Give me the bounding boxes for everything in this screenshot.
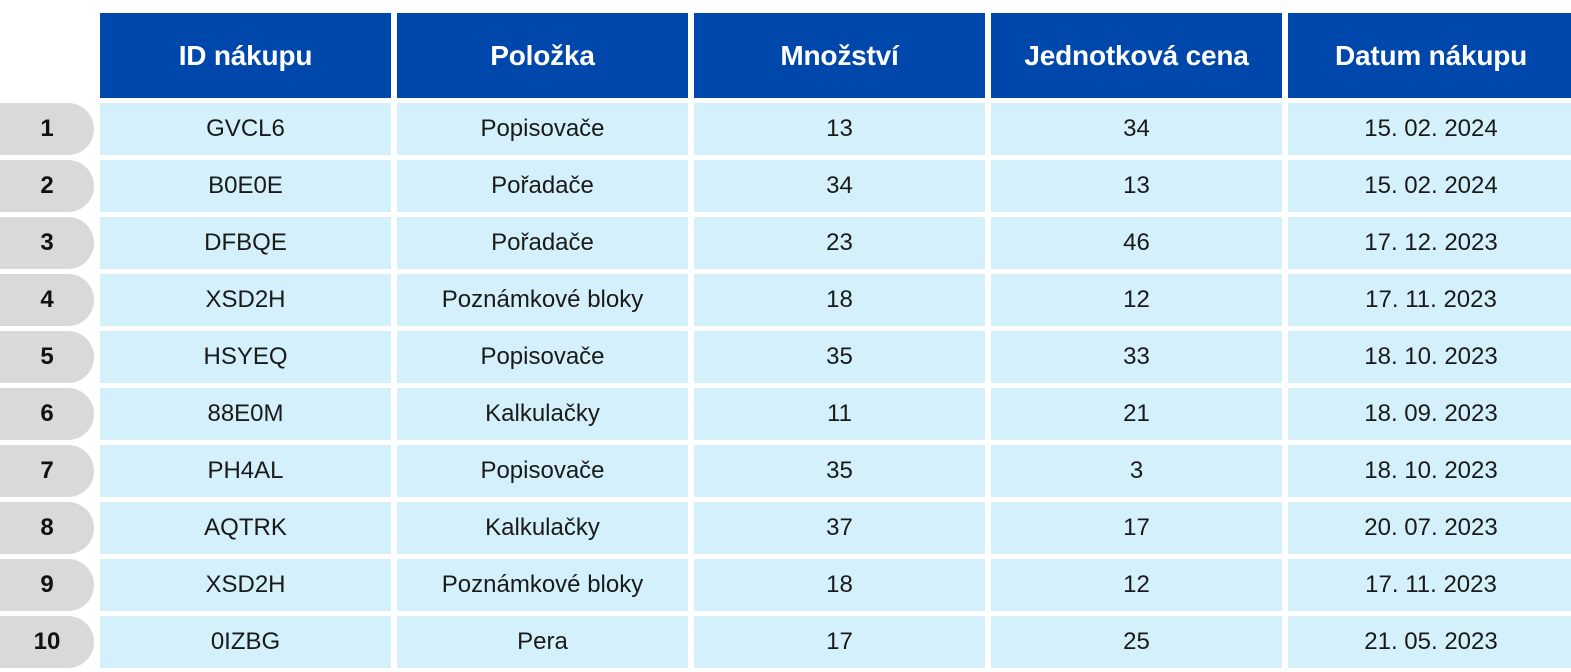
cell-date[interactable]: 17. 11. 2023 <box>1288 559 1571 611</box>
purchase-table: ID nákupu Položka Množství Jednotková ce… <box>0 13 1571 668</box>
cell-quantity[interactable]: 23 <box>694 217 985 269</box>
cell-item[interactable]: Kalkulačky <box>397 502 688 554</box>
row-number[interactable]: 1 <box>0 103 94 155</box>
cell-date[interactable]: 17. 11. 2023 <box>1288 274 1571 326</box>
cell-quantity[interactable]: 11 <box>694 388 985 440</box>
cell-date[interactable]: 18. 10. 2023 <box>1288 331 1571 383</box>
cell-id[interactable]: AQTRK <box>100 502 391 554</box>
cell-quantity[interactable]: 35 <box>694 331 985 383</box>
row-number[interactable]: 2 <box>0 160 94 212</box>
row-number[interactable]: 4 <box>0 274 94 326</box>
cell-date[interactable]: 20. 07. 2023 <box>1288 502 1571 554</box>
cell-item[interactable]: Poznámkové bloky <box>397 274 688 326</box>
cell-id[interactable]: B0E0E <box>100 160 391 212</box>
cell-quantity[interactable]: 13 <box>694 103 985 155</box>
cell-unit-price[interactable]: 13 <box>991 160 1282 212</box>
column-header-date[interactable]: Datum nákupu <box>1288 13 1571 98</box>
cell-unit-price[interactable]: 17 <box>991 502 1282 554</box>
cell-unit-price[interactable]: 12 <box>991 274 1282 326</box>
cell-item[interactable]: Popisovače <box>397 103 688 155</box>
cell-item[interactable]: Poznámkové bloky <box>397 559 688 611</box>
cell-quantity[interactable]: 34 <box>694 160 985 212</box>
column-header-item[interactable]: Položka <box>397 13 688 98</box>
cell-item[interactable]: Popisovače <box>397 331 688 383</box>
cell-id[interactable]: XSD2H <box>100 274 391 326</box>
cell-id[interactable]: DFBQE <box>100 217 391 269</box>
row-number[interactable]: 9 <box>0 559 94 611</box>
cell-unit-price[interactable]: 21 <box>991 388 1282 440</box>
cell-date[interactable]: 18. 10. 2023 <box>1288 445 1571 497</box>
cell-date[interactable]: 17. 12. 2023 <box>1288 217 1571 269</box>
cell-unit-price[interactable]: 25 <box>991 616 1282 668</box>
row-number[interactable]: 6 <box>0 388 94 440</box>
column-header-unit-price[interactable]: Jednotková cena <box>991 13 1282 98</box>
cell-id[interactable]: 88E0M <box>100 388 391 440</box>
cell-quantity[interactable]: 35 <box>694 445 985 497</box>
row-number[interactable]: 7 <box>0 445 94 497</box>
cell-unit-price[interactable]: 3 <box>991 445 1282 497</box>
cell-id[interactable]: PH4AL <box>100 445 391 497</box>
cell-unit-price[interactable]: 46 <box>991 217 1282 269</box>
row-number[interactable]: 8 <box>0 502 94 554</box>
cell-date[interactable]: 21. 05. 2023 <box>1288 616 1571 668</box>
cell-quantity[interactable]: 37 <box>694 502 985 554</box>
cell-item[interactable]: Kalkulačky <box>397 388 688 440</box>
cell-unit-price[interactable]: 34 <box>991 103 1282 155</box>
cell-id[interactable]: HSYEQ <box>100 331 391 383</box>
row-number[interactable]: 3 <box>0 217 94 269</box>
cell-quantity[interactable]: 18 <box>694 559 985 611</box>
cell-unit-price[interactable]: 33 <box>991 331 1282 383</box>
cell-item[interactable]: Popisovače <box>397 445 688 497</box>
table-corner <box>0 13 94 98</box>
cell-id[interactable]: GVCL6 <box>100 103 391 155</box>
cell-quantity[interactable]: 17 <box>694 616 985 668</box>
cell-id[interactable]: XSD2H <box>100 559 391 611</box>
cell-item[interactable]: Pera <box>397 616 688 668</box>
cell-date[interactable]: 15. 02. 2024 <box>1288 103 1571 155</box>
row-number[interactable]: 10 <box>0 616 94 668</box>
cell-date[interactable]: 18. 09. 2023 <box>1288 388 1571 440</box>
cell-quantity[interactable]: 18 <box>694 274 985 326</box>
cell-item[interactable]: Pořadače <box>397 217 688 269</box>
cell-item[interactable]: Pořadače <box>397 160 688 212</box>
cell-unit-price[interactable]: 12 <box>991 559 1282 611</box>
column-header-id[interactable]: ID nákupu <box>100 13 391 98</box>
cell-id[interactable]: 0IZBG <box>100 616 391 668</box>
column-header-quantity[interactable]: Množství <box>694 13 985 98</box>
cell-date[interactable]: 15. 02. 2024 <box>1288 160 1571 212</box>
row-number[interactable]: 5 <box>0 331 94 383</box>
